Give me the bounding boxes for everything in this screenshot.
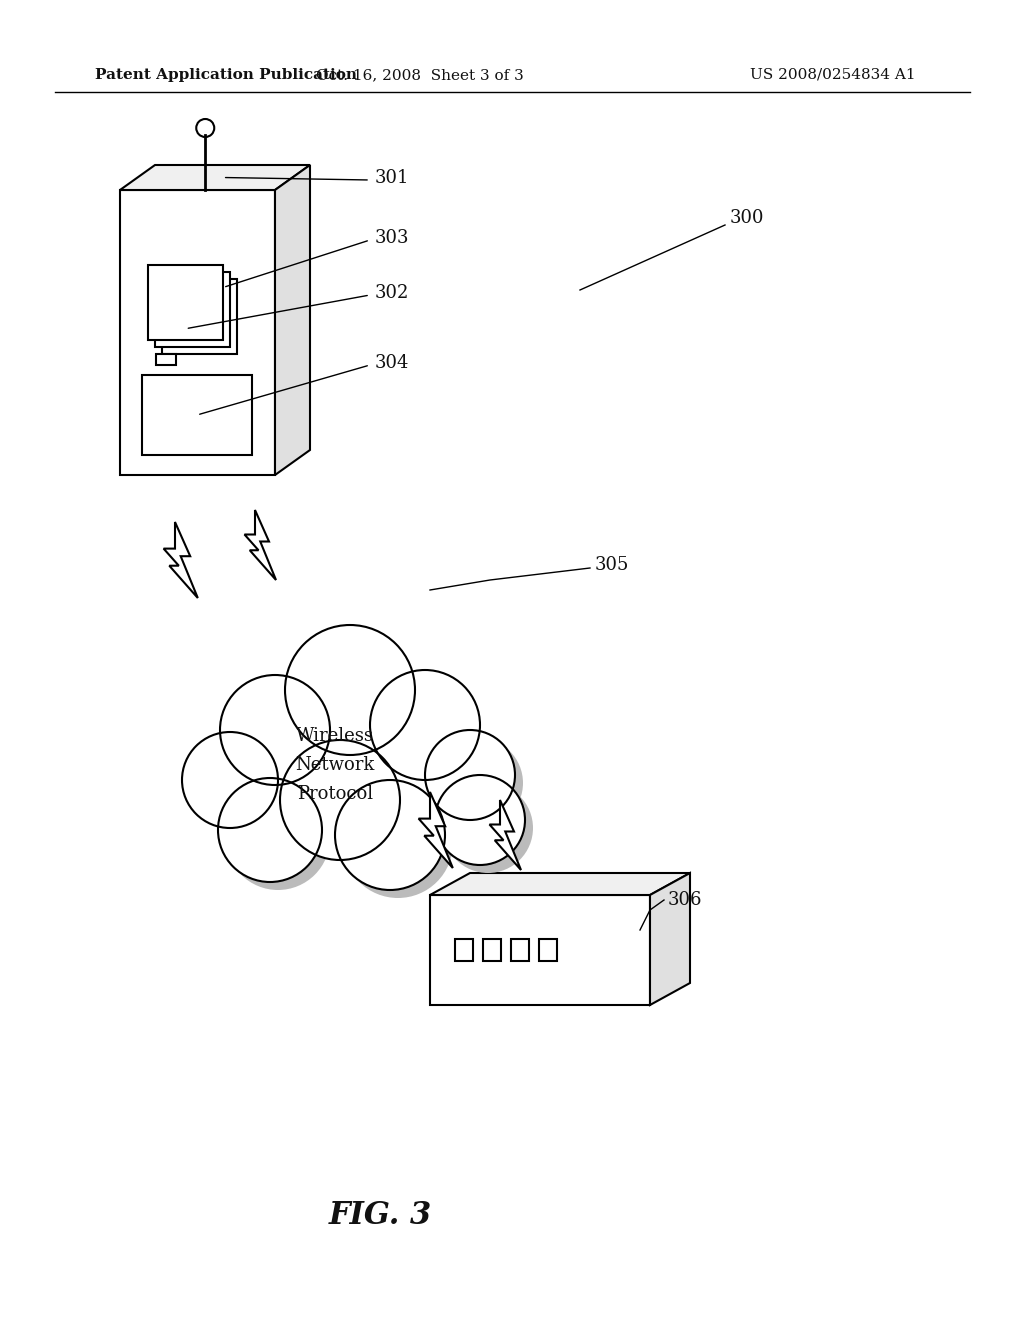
- Circle shape: [220, 675, 330, 785]
- Polygon shape: [162, 279, 237, 354]
- Text: 303: 303: [375, 228, 410, 247]
- Circle shape: [370, 671, 480, 780]
- Circle shape: [285, 624, 415, 755]
- Circle shape: [433, 738, 523, 828]
- Text: Patent Application Publication: Patent Application Publication: [95, 69, 357, 82]
- Polygon shape: [142, 375, 252, 455]
- Text: 302: 302: [375, 284, 410, 302]
- Text: 300: 300: [730, 209, 765, 227]
- Circle shape: [182, 733, 278, 828]
- Polygon shape: [120, 165, 310, 190]
- Text: 304: 304: [375, 354, 410, 372]
- Circle shape: [335, 780, 445, 890]
- Circle shape: [197, 119, 214, 137]
- Circle shape: [226, 785, 330, 890]
- Polygon shape: [156, 354, 176, 366]
- Polygon shape: [275, 165, 310, 475]
- Circle shape: [435, 775, 525, 865]
- Polygon shape: [148, 265, 223, 341]
- Polygon shape: [430, 873, 690, 895]
- Circle shape: [218, 777, 322, 882]
- Text: FIG. 3: FIG. 3: [329, 1200, 432, 1230]
- Polygon shape: [430, 895, 650, 1005]
- Polygon shape: [155, 272, 230, 347]
- Polygon shape: [164, 521, 198, 598]
- Polygon shape: [419, 792, 453, 869]
- Circle shape: [343, 788, 453, 898]
- Text: Wireless
Network
Protocol: Wireless Network Protocol: [295, 727, 375, 803]
- Polygon shape: [245, 510, 276, 579]
- Text: 306: 306: [668, 891, 702, 909]
- Text: Oct. 16, 2008  Sheet 3 of 3: Oct. 16, 2008 Sheet 3 of 3: [316, 69, 524, 82]
- Circle shape: [443, 783, 534, 873]
- Polygon shape: [120, 190, 275, 475]
- Text: US 2008/0254834 A1: US 2008/0254834 A1: [750, 69, 915, 82]
- Circle shape: [425, 730, 515, 820]
- Text: 301: 301: [375, 169, 410, 187]
- Circle shape: [280, 741, 400, 861]
- Polygon shape: [650, 873, 690, 1005]
- Text: 305: 305: [595, 556, 630, 574]
- Polygon shape: [489, 800, 521, 870]
